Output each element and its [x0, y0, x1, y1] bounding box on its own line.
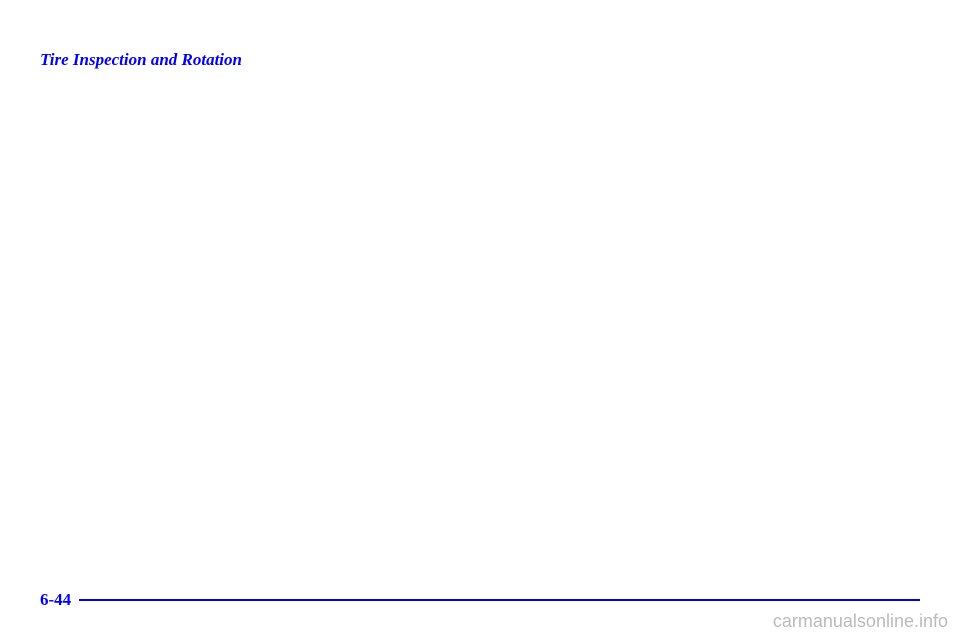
- section-heading: Tire Inspection and Rotation: [40, 50, 920, 70]
- page-footer: 6-44: [40, 590, 920, 610]
- page-container: Tire Inspection and Rotation 6-44: [0, 0, 960, 640]
- watermark-text: carmanualsonline.info: [773, 611, 948, 632]
- footer-divider-line: [79, 599, 920, 601]
- page-number: 6-44: [40, 590, 71, 610]
